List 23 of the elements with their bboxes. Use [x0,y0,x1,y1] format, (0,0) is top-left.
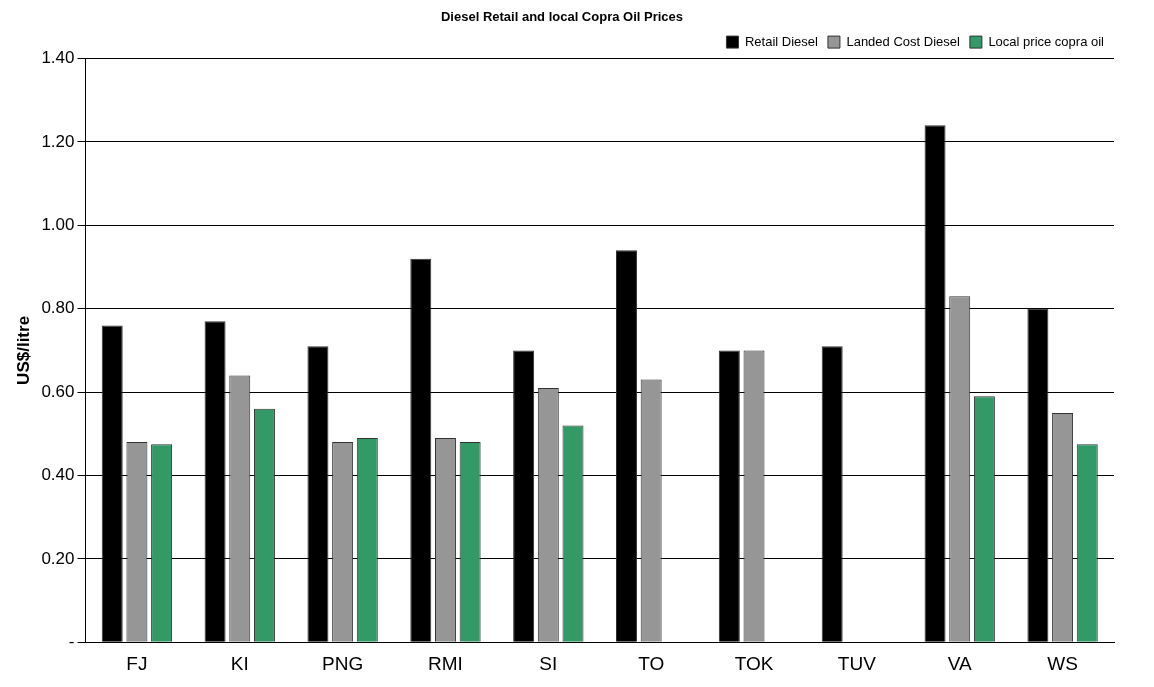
y-tick-label: 0.20 [41,548,75,568]
chart-title: Diesel Retail and local Copra Oil Prices [440,9,684,25]
y-tick-label: 0.40 [41,465,75,485]
x-tick-label: SI [539,652,558,674]
y-tick-label: 1.40 [41,48,75,68]
x-tick-label: VA [947,652,973,674]
y-tick-label: 1.00 [41,215,75,235]
x-tick-label: FJ [126,652,148,674]
legend-label: Local price copra oil [988,33,1105,49]
x-tick-label: TOK [734,652,774,674]
x-tick-label: WS [1047,652,1078,674]
y-tick-label: 1.20 [41,131,75,151]
y-tick-label: - [68,631,75,651]
y-tick-label: 0.60 [41,381,75,401]
legend-label: Landed Cost Diesel [846,33,960,49]
x-tick-label: TUV [837,652,877,674]
y-tick-label: 0.80 [41,298,75,318]
y-axis-title: US$/litre [13,315,33,385]
x-tick-label: RMI [428,652,463,674]
x-tick-label: KI [230,652,249,674]
x-tick-label: PNG [322,652,364,674]
x-tick-label: TO [638,652,665,674]
legend-label: Retail Diesel [744,33,819,49]
